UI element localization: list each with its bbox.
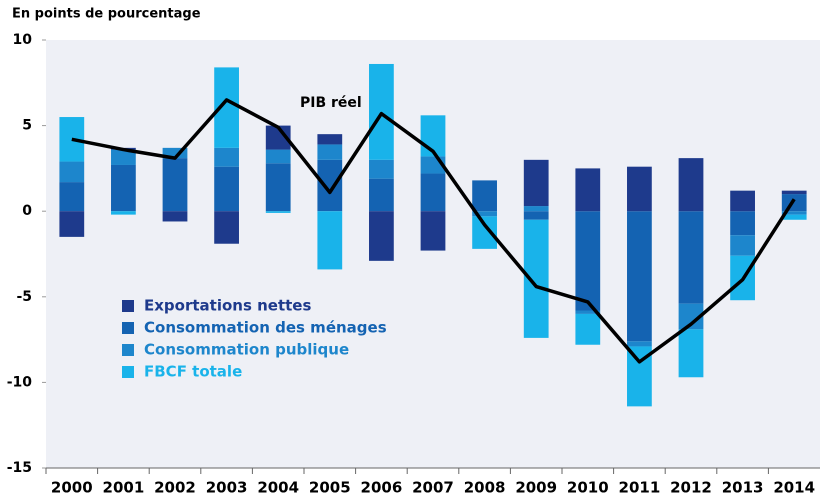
bar-segment [162,211,188,222]
bar-segment [781,214,807,220]
bar-segment [111,211,136,215]
bar-segment [730,211,755,236]
chart-subtitle: En points de pourcentage [12,7,201,22]
bar-segment [627,211,652,342]
bar-segment [678,211,704,304]
bar-segment [265,149,291,164]
x-tick-label: 2004 [257,479,299,497]
legend-swatch [122,366,134,378]
x-tick-label: 2010 [567,479,609,497]
legend-label: FBCF totale [144,363,242,381]
bar-segment [369,178,394,212]
bar-segment [730,190,755,212]
bar-segment [472,180,497,212]
bar-segment [781,190,807,195]
bar-segment [317,144,343,160]
bar-segment [369,211,394,261]
x-tick-label: 2002 [154,479,196,497]
bar-segment [162,147,188,159]
bar-segment [162,158,188,212]
legend-swatch [122,322,134,334]
bar-segment [317,211,343,270]
x-tick-label: 2013 [722,479,764,497]
bar-segment [523,159,549,207]
bar-segment [575,313,601,345]
bar-segment [575,211,601,311]
x-tick-label: 2003 [206,479,248,497]
bar-segment [523,206,549,212]
bar-segment [111,149,136,165]
bar-segment [678,158,704,212]
legend-swatch [122,344,134,356]
bar-segment [575,310,601,314]
bar-segment [317,134,343,145]
x-tick-label: 2000 [51,479,93,497]
legend-label: Consommation publique [144,341,349,359]
bar-segment [472,211,497,217]
plot-area [46,40,820,468]
legend-label: Consommation des ménages [144,319,387,337]
bar-segment [781,211,807,215]
legend-swatch [122,300,134,312]
bar-segment [265,211,291,213]
bar-segment [59,211,85,237]
bar-segment [59,161,85,183]
y-tick-label: 10 [13,32,33,48]
bar-segment [214,166,239,212]
x-tick-label: 2009 [515,479,557,497]
bar-segment [369,159,394,179]
x-tick-label: 2014 [773,479,815,497]
y-tick-label: 0 [22,203,32,219]
bar-segment [265,125,291,150]
x-tick-label: 2011 [619,479,661,497]
y-tick-label: 5 [22,118,32,134]
x-tick-label: 2008 [464,479,506,497]
x-tick-label: 2006 [361,479,403,497]
bar-segment [265,163,291,212]
bar-segment [420,211,446,251]
x-tick-label: 2012 [670,479,712,497]
bar-segment [781,194,807,212]
y-tick-label: -5 [16,289,32,305]
y-tick-label: -15 [7,460,32,476]
bar-segment [214,211,239,244]
bar-segment [214,147,239,167]
bar-segment [111,164,136,212]
legend-label: Exportations nettes [144,297,311,315]
bar-segment [420,173,446,212]
x-tick-label: 2001 [103,479,145,497]
bar-segment [59,182,85,212]
y-tick-label: -10 [7,374,33,390]
bar-segment [523,211,549,220]
bar-segment [575,168,601,212]
bar-segment [730,235,755,256]
bar-segment [678,329,704,378]
line-label: PIB réel [300,95,362,111]
bar-segment [317,159,343,212]
bar-segment [627,341,652,347]
line [71,98,796,364]
bar-segment [627,166,652,212]
x-tick-label: 2005 [309,479,351,497]
x-tick-label: 2007 [412,479,454,497]
